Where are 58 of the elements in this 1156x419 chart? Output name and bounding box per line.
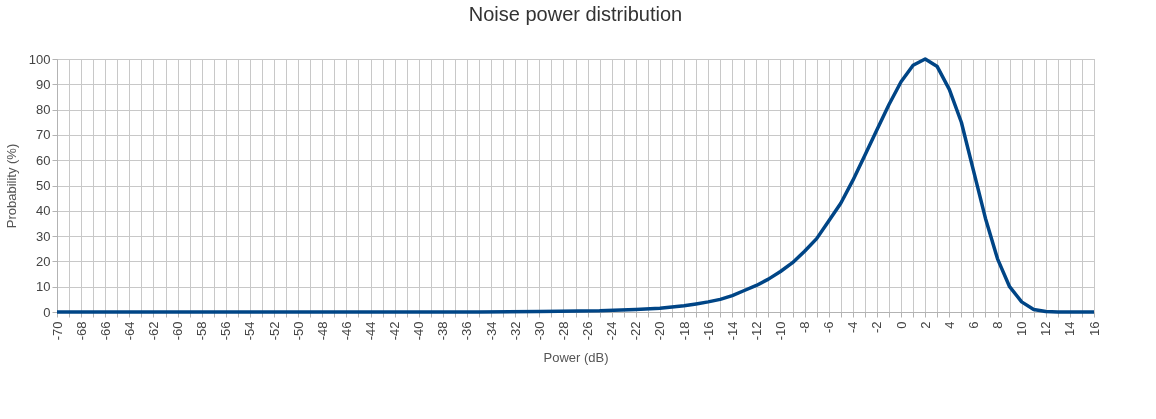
x-tick-label: -62 <box>145 321 161 341</box>
x-tick-label: -68 <box>73 321 89 341</box>
x-tick-label: -64 <box>121 321 137 341</box>
x-tick-label: 10 <box>1014 321 1030 336</box>
x-tick-label: 8 <box>990 321 1006 329</box>
x-tick-label: -34 <box>483 321 499 341</box>
x-tick-label: -22 <box>628 321 644 341</box>
x-tick-label: -6 <box>821 321 837 334</box>
x-tick-label: -58 <box>194 321 210 341</box>
x-tick-label: -66 <box>97 321 113 341</box>
y-tick-label: 100 <box>28 51 51 67</box>
x-tick-label: -24 <box>604 321 620 341</box>
x-tick-label: -26 <box>580 321 596 341</box>
x-tick-label: -16 <box>700 321 716 341</box>
x-tick-label: -38 <box>435 321 451 341</box>
x-tick-label: -50 <box>290 321 306 341</box>
y-tick-label: 80 <box>36 102 51 118</box>
x-tick-label: -4 <box>845 321 861 334</box>
x-tick-label: 16 <box>1086 321 1102 336</box>
x-tick-label: 6 <box>965 321 981 329</box>
x-tick-label: -32 <box>507 321 523 341</box>
y-tick-label: 70 <box>36 127 51 143</box>
x-tick-label: -48 <box>314 321 330 341</box>
x-tick-label: -44 <box>363 321 379 341</box>
x-tick-label: -36 <box>459 321 475 341</box>
chart-title: Noise power distribution <box>468 3 683 25</box>
x-tick-label: 0 <box>893 321 909 329</box>
x-axis-title: Power (dB) <box>543 350 609 366</box>
x-tick-label: -14 <box>724 321 740 341</box>
x-tick-label: -28 <box>555 321 571 341</box>
y-tick-label: 60 <box>36 152 51 168</box>
x-tick-label: -56 <box>218 321 234 341</box>
y-tick-label: 50 <box>36 178 51 193</box>
x-tick-label: -8 <box>797 321 813 334</box>
line-series <box>55 57 1096 314</box>
y-tick-label: 90 <box>36 76 51 92</box>
x-tick-label: -40 <box>411 321 427 341</box>
x-tick-label: -18 <box>676 321 692 341</box>
y-tick-label: 20 <box>36 253 51 269</box>
x-tick-label: -30 <box>531 321 547 341</box>
x-tick-label: -2 <box>869 321 885 334</box>
x-tick-label: -46 <box>338 321 354 341</box>
x-tick-label: 12 <box>1038 321 1054 336</box>
x-tick-label: 4 <box>941 321 957 329</box>
x-tick-label: 2 <box>917 321 933 329</box>
x-tick-label: -54 <box>242 321 258 341</box>
y-tick-label: 10 <box>36 279 51 295</box>
x-tick-label: -42 <box>387 321 403 341</box>
x-tick-label: 14 <box>1062 321 1078 336</box>
x-tick-label: -52 <box>266 321 282 341</box>
y-tick-label: 40 <box>36 203 51 219</box>
x-tick-label: -60 <box>170 321 186 341</box>
x-tick-label: -20 <box>652 321 668 341</box>
y-tick-label: 30 <box>36 228 51 244</box>
x-tick-label: -12 <box>748 321 764 341</box>
x-tick-label: -70 <box>49 321 65 341</box>
x-tick-label: -10 <box>772 321 788 341</box>
y-axis-title: Probability (%) <box>3 143 19 229</box>
